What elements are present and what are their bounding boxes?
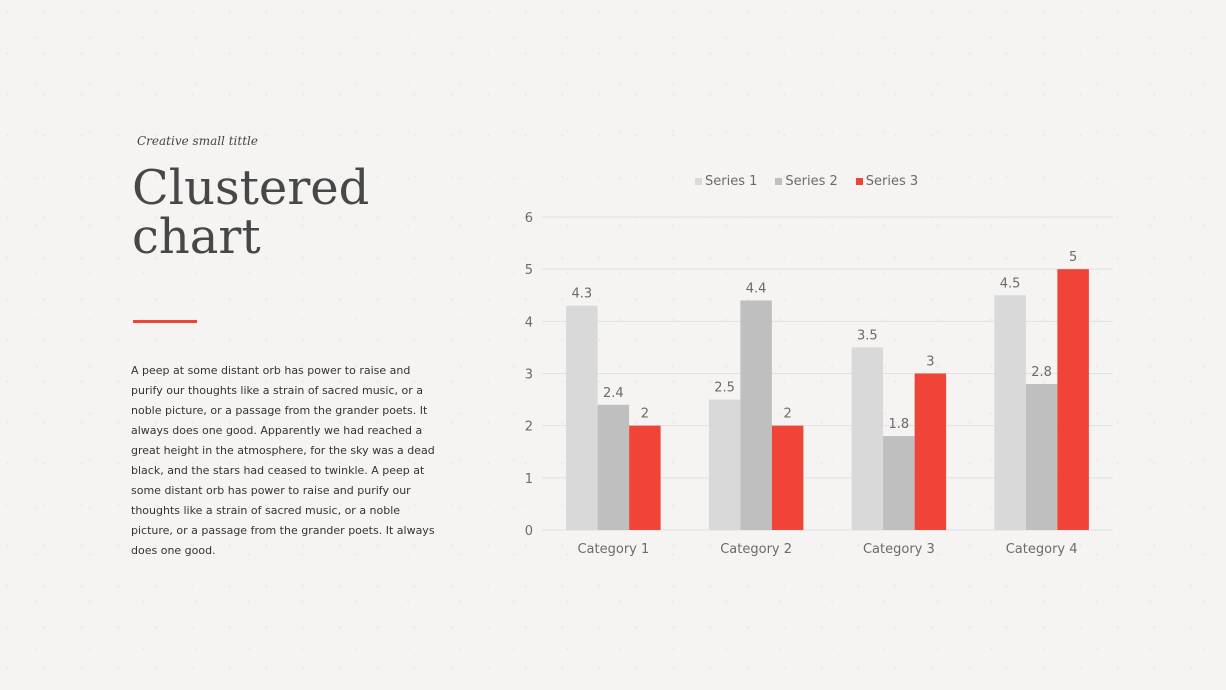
bar-series-3-category-1: [629, 425, 661, 530]
small-title: Creative small tittle: [137, 134, 258, 148]
data-label: 4.3: [572, 287, 593, 302]
legend-swatch-series-1: [695, 178, 702, 185]
bar-series-2-category-4: [1025, 383, 1058, 530]
data-label: 2.8: [1031, 365, 1052, 380]
accent-divider: [133, 320, 197, 323]
y-tick-label: 5: [525, 263, 533, 278]
legend-item-series-3: Series 3: [855, 174, 919, 189]
data-label: 1.8: [889, 417, 910, 432]
data-label: 4.4: [746, 281, 767, 296]
y-tick-label: 0: [525, 524, 533, 539]
y-tick-label: 3: [525, 368, 533, 383]
legend-item-series-2: Series 2: [775, 174, 838, 189]
legend-label-series-3: Series 3: [865, 174, 919, 189]
data-label: 4.5: [1000, 276, 1021, 291]
data-label: 2: [641, 407, 649, 422]
legend-label-series-2: Series 2: [785, 174, 838, 189]
data-label: 3.5: [857, 328, 878, 343]
legend-label-series-1: Series 1: [705, 174, 758, 189]
body-paragraph: A peep at some distant orb has power to …: [131, 364, 435, 557]
bar-series-2-category-1: [597, 404, 630, 530]
chart-legend: Series 1 Series 2 Series 3: [695, 174, 918, 189]
bar-series-1-category-4: [994, 295, 1026, 530]
page-title: Clustered chart: [132, 160, 370, 265]
legend-swatch-series-3: [855, 178, 863, 185]
y-tick-label: 2: [525, 420, 533, 435]
data-label: 2.4: [603, 386, 624, 401]
data-label: 3: [926, 355, 934, 370]
x-tick-label: Category 4: [1006, 542, 1078, 557]
bar-series-1-category-2: [708, 399, 741, 530]
clustered-bar-chart: 0 1 2 3 4 5 6 4.3 2.4 2 Category 1 2.5 4.4 2 Category …: [525, 211, 1113, 557]
bar-series-1-category-1: [566, 305, 598, 530]
bar-series-3-category-2: [771, 425, 804, 530]
y-tick-label: 1: [525, 472, 533, 487]
legend-swatch-series-2: [775, 178, 783, 185]
bar-series-3-category-4: [1057, 269, 1089, 530]
x-tick-label: Category 2: [720, 542, 792, 557]
x-tick-label: Category 3: [863, 542, 935, 557]
bar-series-1-category-3: [851, 347, 884, 530]
bar-series-2-category-3: [883, 436, 915, 530]
bar-series-2-category-2: [740, 300, 772, 530]
x-tick-label: Category 1: [577, 542, 649, 557]
y-tick-label: 4: [525, 315, 533, 330]
data-label: 2.5: [714, 381, 735, 396]
data-label: 5: [1069, 250, 1077, 265]
y-tick-label: 6: [525, 211, 533, 226]
legend-item-series-1: Series 1: [695, 174, 757, 189]
data-label: 2: [783, 407, 791, 422]
bar-series-3-category-3: [914, 373, 947, 530]
